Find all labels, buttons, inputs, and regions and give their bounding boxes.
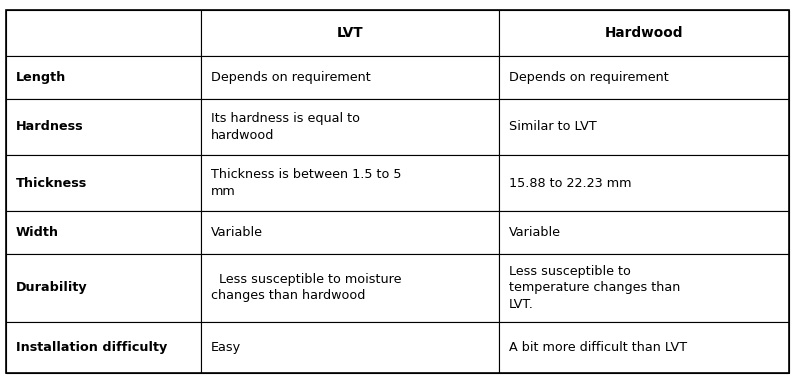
Bar [499,155,789,211]
Text: Thickness: Thickness [16,177,87,190]
Bar [201,56,499,99]
Bar [201,10,499,56]
Bar [201,99,499,155]
Bar [6,155,201,211]
Bar [6,253,201,321]
Bar [6,99,201,155]
Text: Less susceptible to
temperature changes than
LVT.: Less susceptible to temperature changes … [509,264,681,310]
Bar [6,10,201,56]
Text: LVT: LVT [337,26,363,40]
Bar [6,56,201,99]
Text: 15.88 to 22.23 mm: 15.88 to 22.23 mm [509,177,631,190]
Bar [201,211,499,253]
Text: Length: Length [16,71,66,84]
Bar [201,321,499,373]
Text: Durability: Durability [16,281,87,294]
Text: Hardness: Hardness [16,120,83,133]
Text: Variable: Variable [509,226,560,239]
Text: Width: Width [16,226,59,239]
Text: Easy: Easy [211,341,241,354]
Text: Variable: Variable [211,226,262,239]
Bar [499,321,789,373]
Bar [499,253,789,321]
Bar [6,211,201,253]
Text: Depends on requirement: Depends on requirement [211,71,370,84]
Bar [6,321,201,373]
Bar [499,56,789,99]
Text: Its hardness is equal to
hardwood: Its hardness is equal to hardwood [211,112,359,142]
Text: Depends on requirement: Depends on requirement [509,71,669,84]
Text: Hardwood: Hardwood [605,26,684,40]
Bar [201,155,499,211]
Bar [499,10,789,56]
Bar [201,253,499,321]
Text: A bit more difficult than LVT: A bit more difficult than LVT [509,341,687,354]
Text: Installation difficulty: Installation difficulty [16,341,167,354]
Text: Less susceptible to moisture
changes than hardwood: Less susceptible to moisture changes tha… [211,273,401,302]
Text: Thickness is between 1.5 to 5
mm: Thickness is between 1.5 to 5 mm [211,168,401,198]
Bar [499,99,789,155]
Text: Similar to LVT: Similar to LVT [509,120,596,133]
Bar [499,211,789,253]
